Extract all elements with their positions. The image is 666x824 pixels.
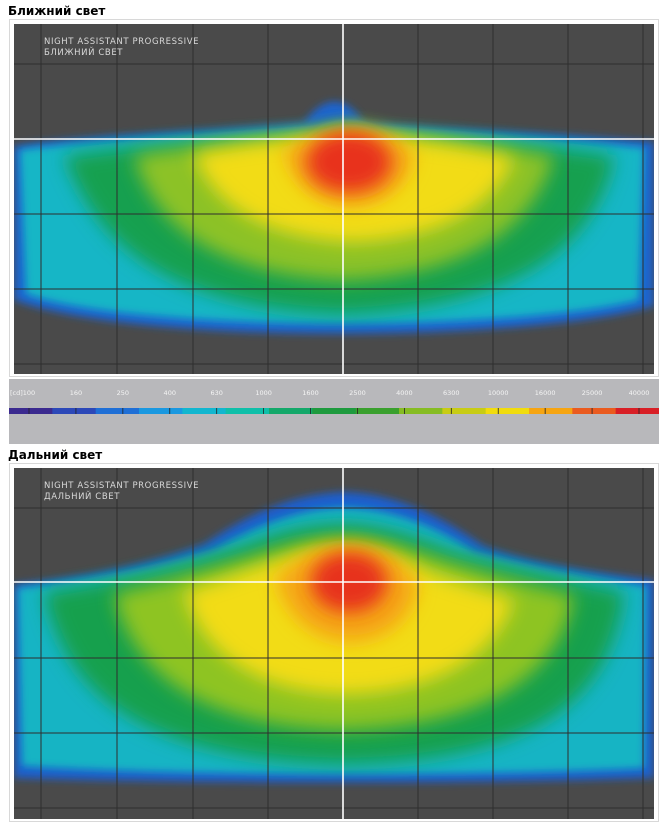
high-beam-plot-subtitle: ДАЛЬНИЙ СВЕТ [44,492,121,502]
scale-color-segment [139,408,183,414]
scale-color-segment [442,408,487,414]
scale-tick-label: 4000 [396,389,413,397]
scale-tick-label: 250 [116,389,130,397]
scale-color-segment [529,408,573,414]
scale-color-segment [52,408,97,414]
scale-unit: [cd] [10,389,23,397]
low-beam-heading: Ближний свет [8,4,106,18]
scale-tick-label: 1600 [302,389,319,397]
low-beam-panel: NIGHT ASSISTANT PROGRESSIVE БЛИЖНИЙ СВЕТ [9,19,659,377]
scale-tick-label: 630 [210,389,223,397]
high-beam-crosshair [14,468,654,819]
low-beam-crosshair [14,24,654,374]
scale-color-bar [9,408,659,414]
low-beam-plot-title: NIGHT ASSISTANT PROGRESSIVE [44,37,200,47]
scale-color-segment [225,408,270,414]
high-beam-grid [14,468,654,819]
low-beam-plot: NIGHT ASSISTANT PROGRESSIVE БЛИЖНИЙ СВЕТ [14,24,654,374]
scale-tick-label: 2500 [349,389,366,397]
low-beam-grid [14,24,654,374]
scale-tick-labels: 100 160 250 400 630 1000 1600 2500 4000 6300 10000… [9,389,659,401]
scale-color-segment [182,408,227,414]
scale-tick-label: 16000 [534,389,556,397]
scale-color-segment [572,408,617,414]
scale-color-segment [485,408,530,414]
scale-tick-label: 1000 [255,389,272,397]
scale-tick-label: 160 [69,389,83,397]
scale-tick-label: 40000 [628,389,650,397]
luminous-intensity-scale: [cd] 100 160 250 400 630 1000 1600 2500 4000 6300… [9,379,659,444]
scale-color-segment [355,408,400,414]
scale-color-segment [95,408,140,414]
scale-color-segment [269,408,313,414]
scale-tick-label: 25000 [581,389,603,397]
high-beam-panel: NIGHT ASSISTANT PROGRESSIVE ДАЛЬНИЙ СВЕТ [9,463,659,822]
low-beam-isolux-chart [14,24,654,374]
scale-color-segment [312,408,357,414]
high-beam-gradient [14,492,654,783]
high-beam-isolux-chart [14,468,654,819]
scale-tick-label: 100 [22,389,36,397]
low-beam-plot-subtitle: БЛИЖНИЙ СВЕТ [44,48,124,58]
scale-tick-label: 6300 [443,389,460,397]
high-beam-plot-title: NIGHT ASSISTANT PROGRESSIVE [44,481,200,491]
scale-color-segment [615,408,659,414]
scale-color-segment [9,408,53,414]
high-beam-plot: NIGHT ASSISTANT PROGRESSIVE ДАЛЬНИЙ СВЕТ [14,468,654,819]
low-beam-gradient [14,101,654,334]
scale-tick-label: 10000 [487,389,509,397]
scale-color-segment [399,408,443,414]
scale-tick-label: 400 [163,389,176,397]
high-beam-heading: Дальний свет [8,448,103,462]
